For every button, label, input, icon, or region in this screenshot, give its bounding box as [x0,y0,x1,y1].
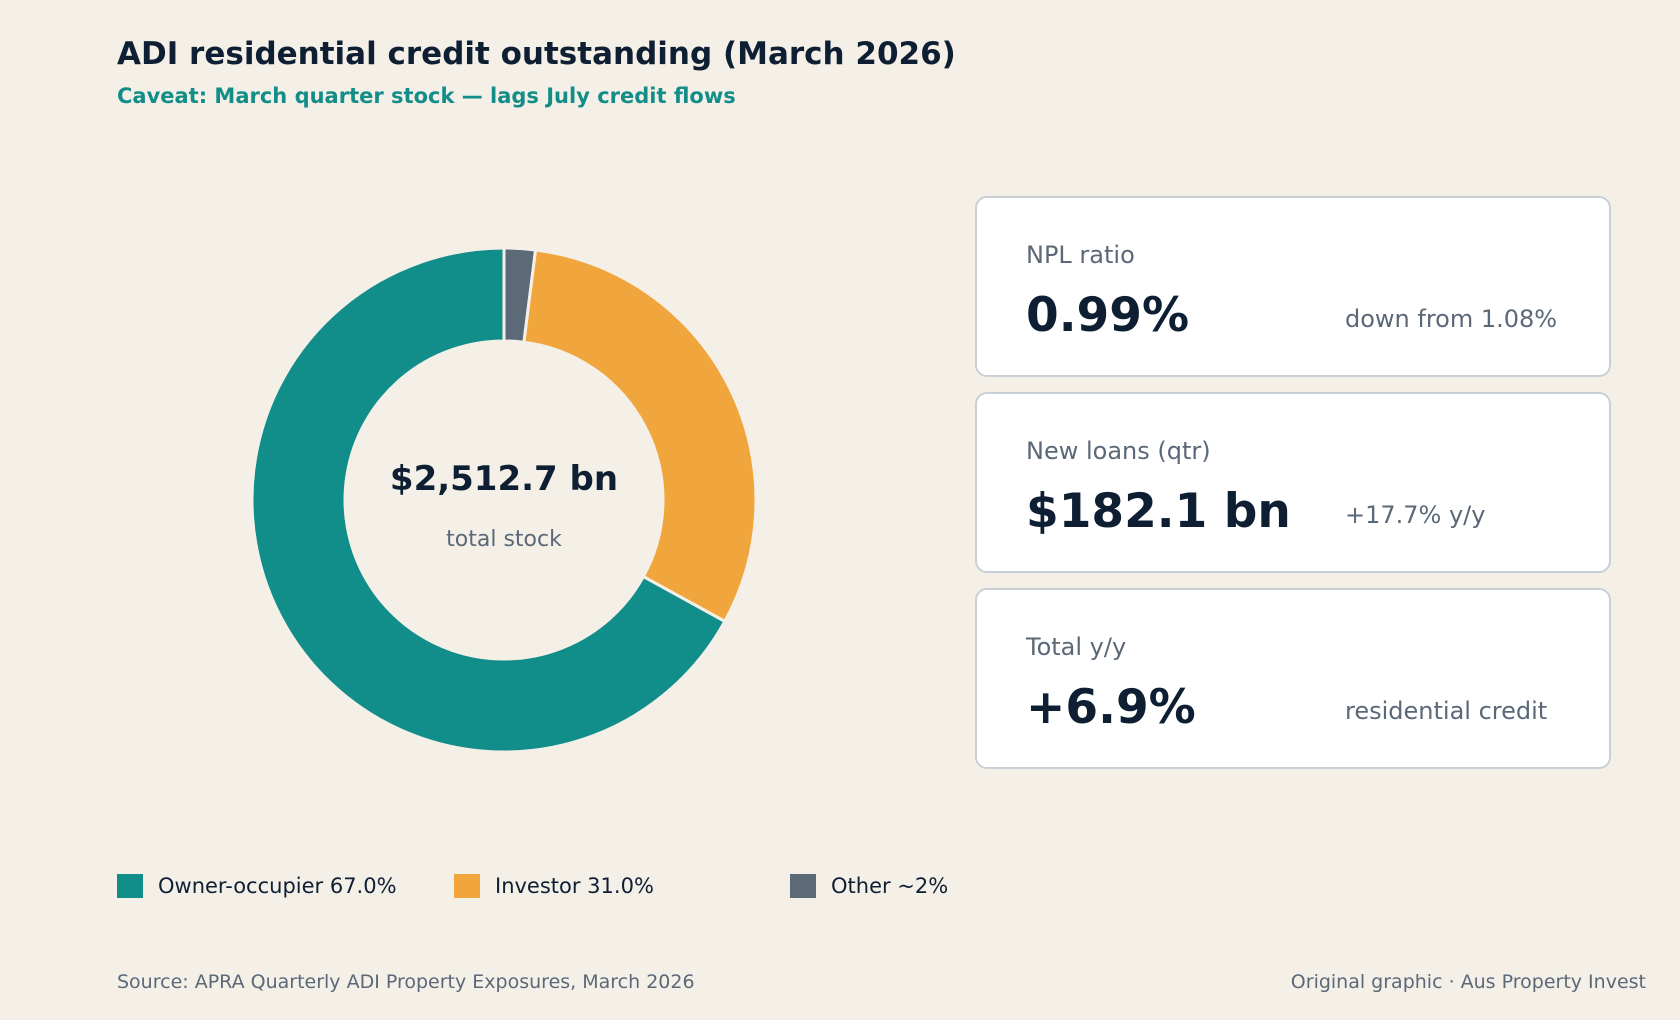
donut-slice-investor [522,248,758,624]
legend-swatch [790,874,816,898]
chart-subtitle: Caveat: March quarter stock — lags July … [117,84,736,108]
donut-center-value: $2,512.7 bn [390,459,618,499]
kpi-card-npl-ratio: NPL ratio 0.99% down from 1.08% [975,196,1611,377]
credit-note: Original graphic · Aus Property Invest [1290,971,1646,993]
chart-title: ADI residential credit outstanding (Marc… [117,36,956,72]
legend-label: Other ~2% [831,874,949,898]
kpi-value: 0.99% [1026,288,1190,343]
kpi-note: +17.7% y/y [1345,501,1486,529]
kpi-value: +6.9% [1026,680,1196,735]
kpi-note: residential credit [1345,697,1548,725]
legend-swatch [117,874,143,898]
donut-chart: $2,512.7 bn total stock [250,246,758,754]
legend-swatch [454,874,480,898]
legend-item-owner-occupier: Owner-occupier 67.0% [117,874,397,898]
legend-item-investor: Investor 31.0% [454,874,654,898]
kpi-label: Total y/y [1026,633,1127,661]
kpi-note: down from 1.08% [1345,305,1558,333]
kpi-card-total-yy: Total y/y +6.9% residential credit [975,588,1611,769]
donut-slices [250,246,758,754]
donut-center-label: total stock [446,527,562,552]
source-note: Source: APRA Quarterly ADI Property Expo… [117,971,695,993]
legend-item-other: Other ~2% [790,874,948,898]
legend-label: Investor 31.0% [495,874,654,898]
kpi-label: NPL ratio [1026,241,1135,269]
kpi-card-new-loans: New loans (qtr) $182.1 bn +17.7% y/y [975,392,1611,573]
kpi-label: New loans (qtr) [1026,437,1211,465]
legend-label: Owner-occupier 67.0% [158,874,397,898]
kpi-value: $182.1 bn [1026,484,1291,539]
donut-slice-owner-occupier [250,246,727,754]
